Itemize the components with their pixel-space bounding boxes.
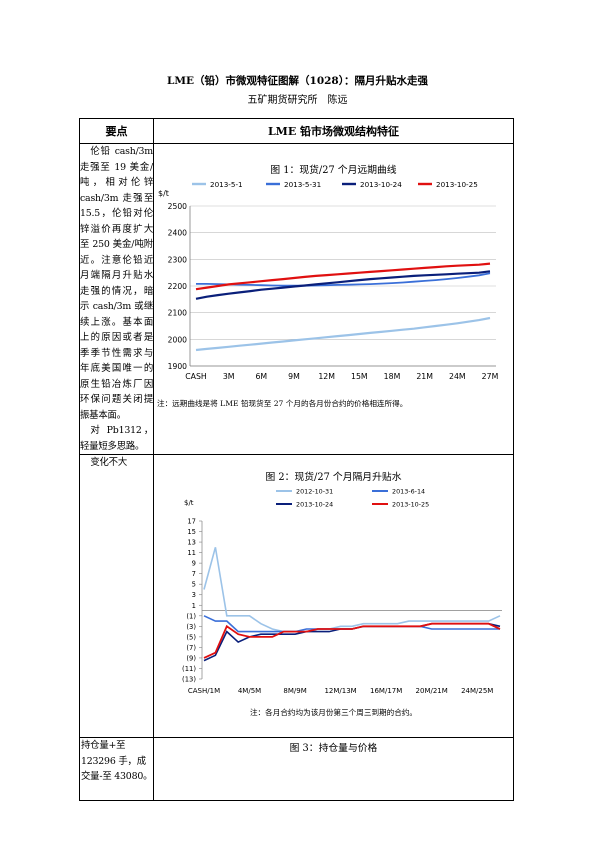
series-line-2013-10-24	[195, 270, 491, 300]
summary-paragraph: 伦铅 cash/3m 走强至 19 美金/吨，相对伦锌 cash/3m 走强至 …	[80, 146, 153, 421]
x-tick-label: 8M/9M	[283, 687, 306, 695]
y-tick-label: 2100	[168, 309, 187, 318]
legend-label: 2013-10-25	[392, 501, 429, 509]
series-line-2013-10-25	[195, 262, 491, 291]
y-tick-label: 2200	[168, 282, 187, 291]
series-line-2013-10-25	[203, 622, 501, 659]
legend-label: 2012-10-31	[296, 488, 333, 496]
author-line: 五矿期货研究所 陈远	[247, 95, 348, 106]
x-tick-label: 27M	[482, 372, 499, 381]
y-tick-label: 1	[192, 602, 196, 610]
y-tick-label: 5	[192, 581, 196, 589]
main-table: 要点 LME 铅市场微观结构特征 伦铅 cash/3m 走强至 19 美金/吨，…	[79, 118, 514, 801]
x-tick-label: 20M/21M	[416, 687, 448, 695]
x-tick-label: 12M/13M	[324, 687, 356, 695]
y-tick-label: 2300	[168, 255, 187, 264]
x-tick-label: CASH/1M	[188, 687, 220, 695]
x-tick-label: 12M	[318, 372, 335, 381]
legend-label: 2013-10-24	[296, 501, 333, 509]
x-tick-label: 21M	[416, 372, 433, 381]
spread-chart: $/t 17 15 13 11 9 7 5 3 1 (1) (3) (5) (7) (9) (11) (13) C…	[182, 488, 502, 695]
y-tick-label: 2500	[168, 202, 187, 211]
change-text: 变化不大	[90, 457, 128, 468]
y-tick-label: 7	[192, 570, 196, 578]
y-tick-label: 2000	[168, 335, 187, 344]
y-tick-label: 15	[187, 528, 196, 536]
series-line-2013-5-31	[196, 272, 491, 287]
y-axis-label: $/t	[184, 499, 194, 507]
row-oi: 持仓量+至 123296 手，成交量-至 43080。 图 3：持仓量与价格	[79, 737, 514, 801]
y-tick-label: (3)	[186, 623, 196, 631]
y-tick-label: 2400	[168, 229, 187, 238]
oi-cell: 持仓量+至 123296 手，成交量-至 43080。	[79, 737, 154, 801]
y-tick-label: 17	[187, 518, 196, 526]
y-tick-label: 9	[192, 560, 196, 568]
y-tick-label: (9)	[186, 654, 196, 662]
y-tick-label: (7)	[186, 644, 196, 652]
chart1-note: 注：远期曲线是将 LME 铅现货至 27 个月的各月份合约的价格相连所得。	[157, 399, 408, 408]
legend-label: 2013-5-31	[284, 180, 321, 189]
x-tick-label: 24M	[449, 372, 466, 381]
document-title: LME（铅）市微观特征图解（1028）：隔月升贴水走强	[167, 75, 428, 87]
series-line-2012-10-31	[203, 547, 501, 633]
series-line-2013-5-1	[195, 316, 491, 352]
y-axis-label: $/t	[158, 189, 169, 198]
x-tick-label: 18M	[384, 372, 401, 381]
forward-curve-chart: $/t 1900 2000 2100 2200 2300 2400 2500 CASH 3M 6M 9…	[158, 180, 499, 381]
chart2-cell: 图 2：现货/27 个月隔月升贴水 $/t 17 15 13 11 9 7 5 3 1 (1) (3)…	[153, 454, 514, 738]
y-tick-label: (5)	[186, 633, 196, 641]
change-cell: 变化不大	[79, 454, 154, 738]
chart1-cell: 图 1：现货/27 个月远期曲线 $/t 1900 2000 2100 2200 2300…	[153, 143, 514, 455]
x-tick-label: CASH	[185, 372, 207, 381]
chart2-title: 图 2：现货/27 个月隔月升贴水	[265, 472, 402, 483]
chart3-title: 图 3：持仓量与价格	[289, 743, 378, 754]
oi-text: 持仓量+至 123296 手，成交量-至 43080。	[81, 740, 153, 782]
legend-label: 2013-5-1	[210, 180, 243, 189]
y-tick-label: 11	[187, 549, 196, 557]
y-tick-label: (13)	[182, 676, 196, 684]
x-tick-label: 9M	[288, 372, 300, 381]
y-tick-label: 3	[192, 591, 196, 599]
x-tick-label: 16M/17M	[370, 687, 402, 695]
x-tick-label: 4M/5M	[238, 687, 261, 695]
summary-cell: 伦铅 cash/3m 走强至 19 美金/吨，相对伦锌 cash/3m 走强至 …	[79, 143, 154, 455]
header-left: 要点	[79, 118, 154, 144]
row-curve: 伦铅 cash/3m 走强至 19 美金/吨，相对伦锌 cash/3m 走强至 …	[79, 143, 514, 455]
chart1-title: 图 1：现货/27 个月远期曲线	[270, 165, 397, 176]
x-tick-label: 15M	[351, 372, 368, 381]
y-tick-label: 13	[187, 539, 196, 547]
x-tick-label: 24M/25M	[461, 687, 493, 695]
row-spread: 变化不大 图 2：现货/27 个月隔月升贴水 $/t 17 15 13 11 9 7 5 3 1 (…	[79, 454, 514, 738]
strategy-paragraph: 对 Pb1312，轻量短多思路。	[80, 425, 153, 452]
header-row: 要点 LME 铅市场微观结构特征	[79, 118, 514, 144]
y-tick-label: (1)	[186, 612, 196, 620]
legend-label: 2013-6-14	[392, 488, 425, 496]
x-tick-label: 3M	[223, 372, 235, 381]
y-tick-label: 1900	[168, 362, 187, 371]
legend-label: 2013-10-25	[436, 180, 478, 189]
chart3-cell: 图 3：持仓量与价格	[153, 737, 514, 801]
chart2-note: 注：各月合约均为该月份第三个周三到期的合约。	[249, 708, 418, 717]
header-right: LME 铅市场微观结构特征	[153, 118, 514, 144]
legend-label: 2013-10-24	[360, 180, 402, 189]
x-tick-label: 6M	[255, 372, 267, 381]
y-tick-label: (11)	[182, 665, 196, 673]
